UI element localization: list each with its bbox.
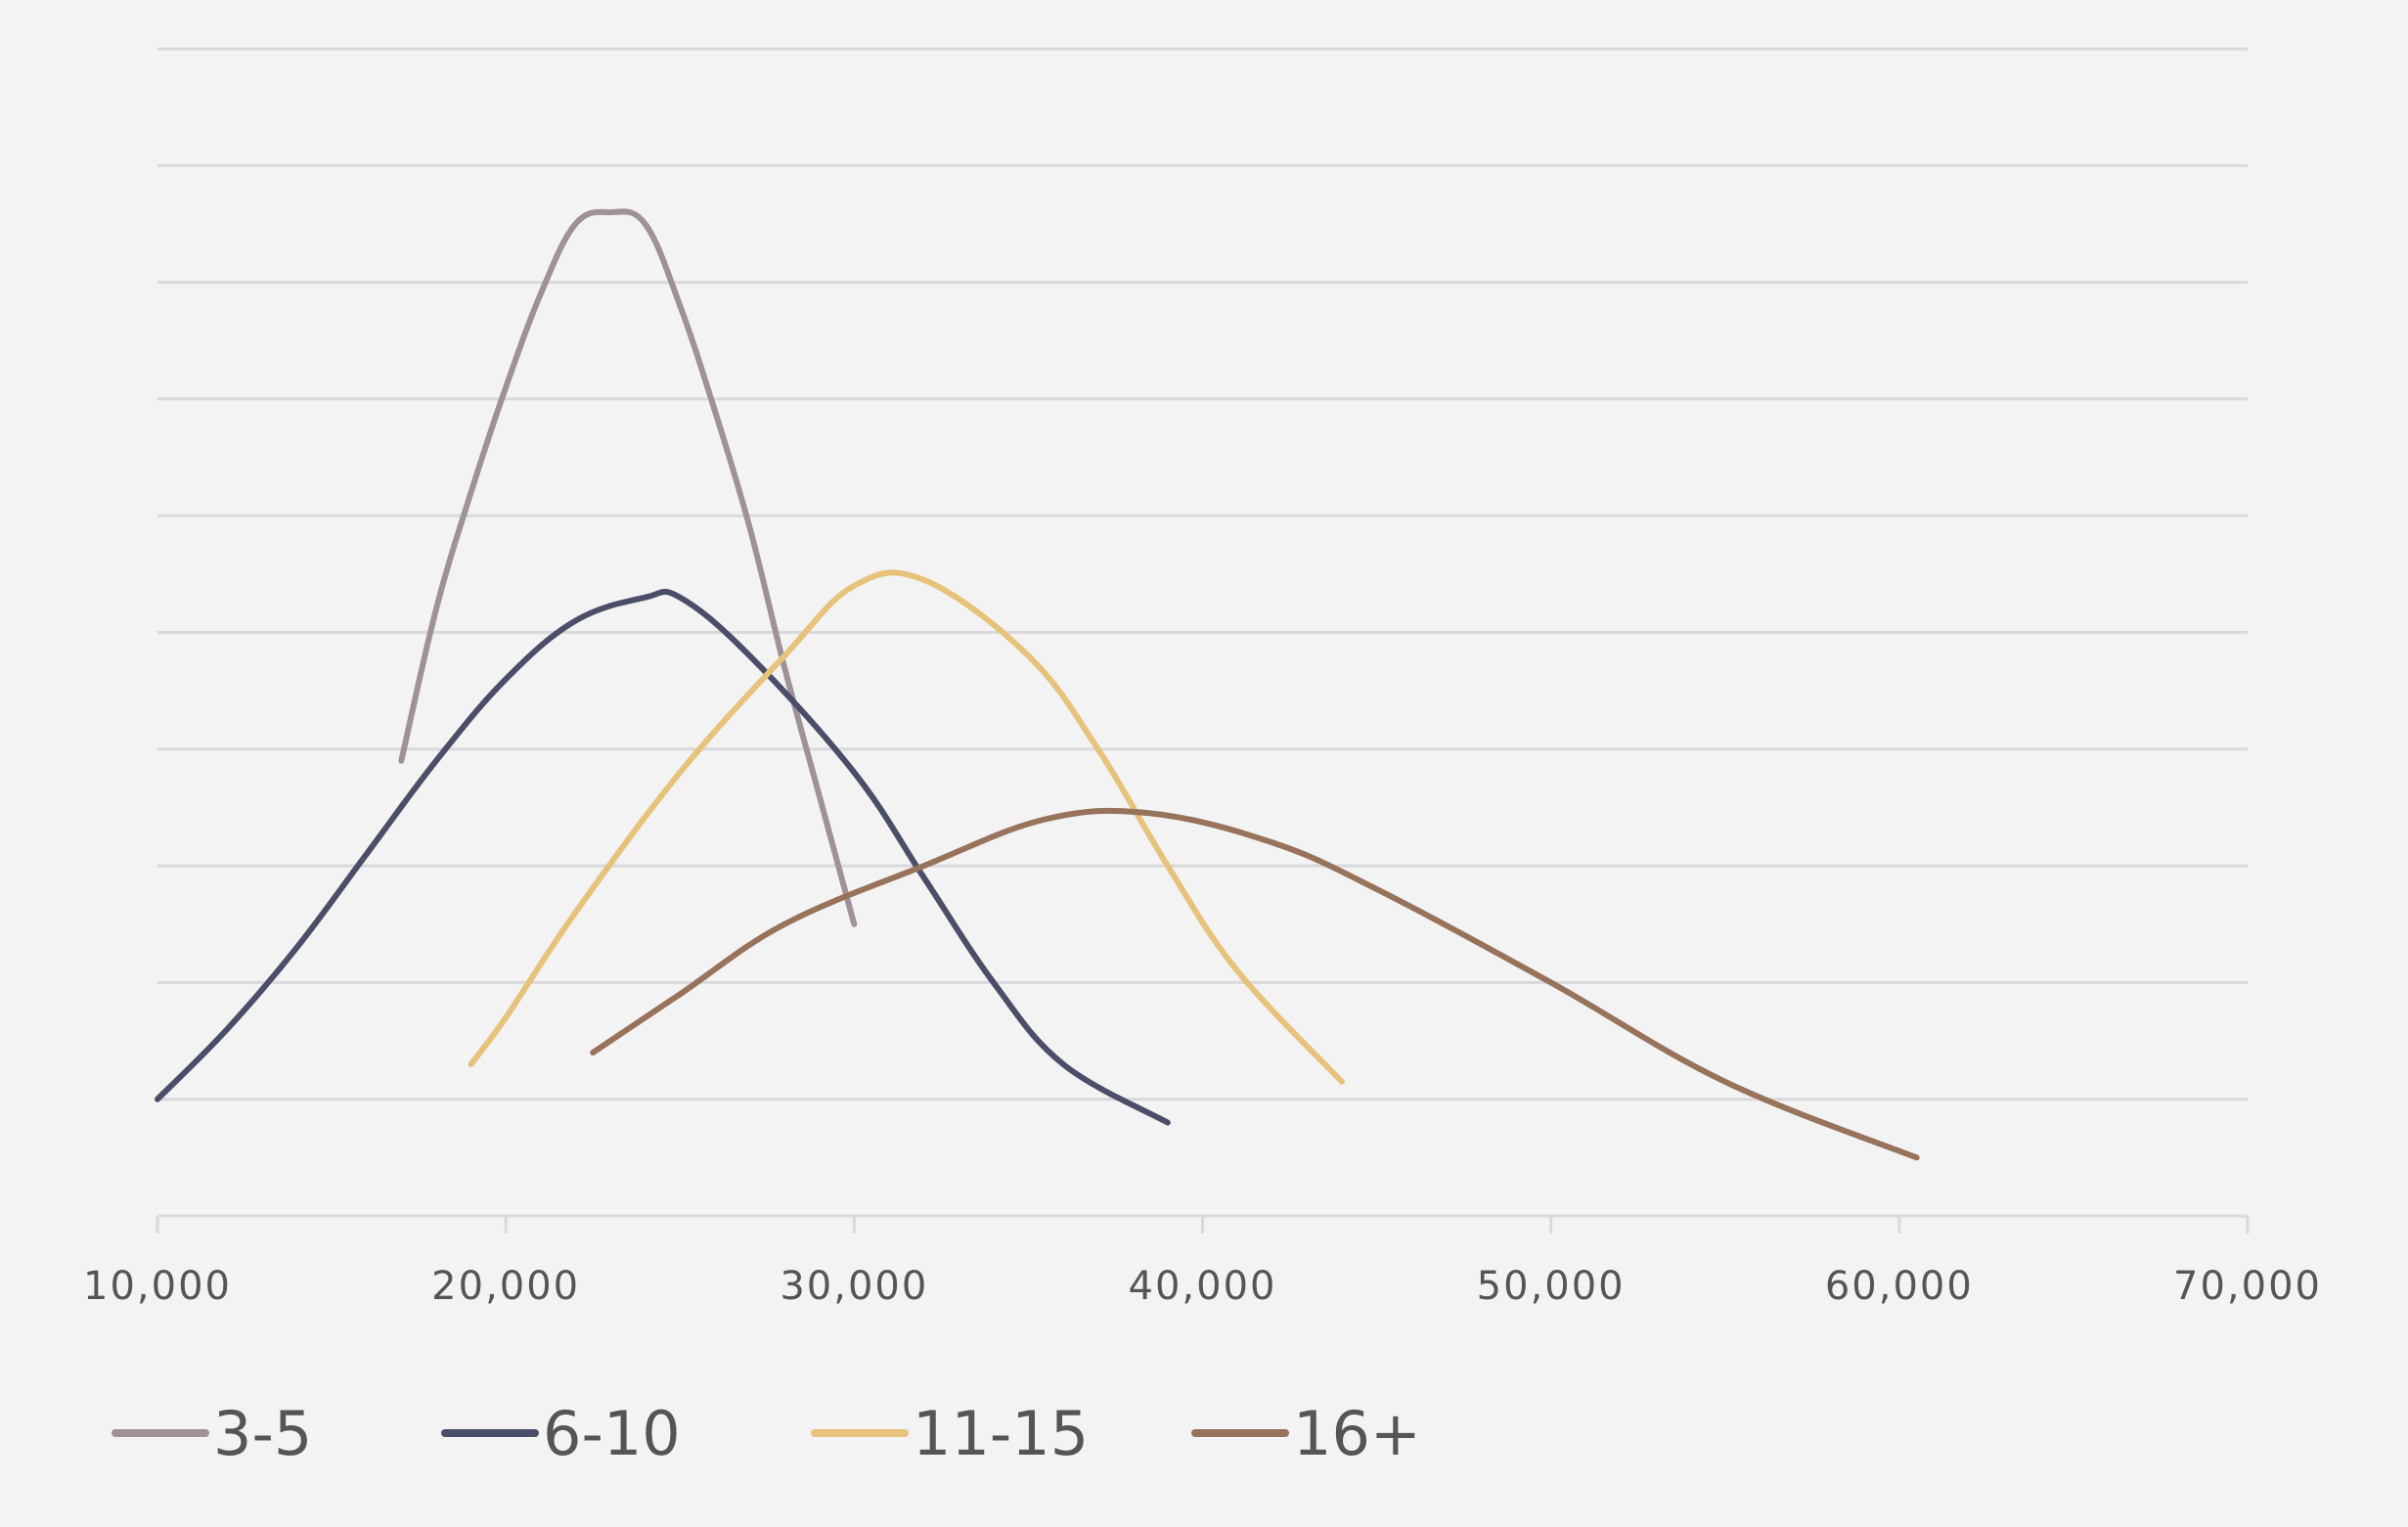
series-line-6-10 [155,588,1171,1126]
x-tick-label: 70,000 [2173,1264,2322,1309]
x-tick-label: 10,000 [83,1264,232,1309]
x-tick-label: 30,000 [780,1264,928,1309]
x-tick-label: 40,000 [1129,1264,1277,1309]
legend: 3-5 6-10 11-15 16+ [111,1398,1421,1469]
series-line-11-15 [468,569,1345,1085]
x-tick-label: 60,000 [1825,1264,1974,1309]
gridlines [157,47,2248,1101]
legend-label: 16+ [1293,1398,1421,1469]
legend-label: 3-5 [213,1398,312,1469]
series-line-3-5 [398,208,858,927]
x-tick-label: 20,000 [431,1264,580,1309]
series-lines [155,208,1920,1161]
x-tick-label: 50,000 [1477,1264,1626,1309]
legend-label: 6-10 [543,1398,681,1469]
series-line-16+ [590,807,1920,1161]
x-axis: 10,000 20,000 30,000 40,000 50,000 60,000 70,0… [83,1214,2322,1309]
legend-label: 11-15 [913,1398,1089,1469]
